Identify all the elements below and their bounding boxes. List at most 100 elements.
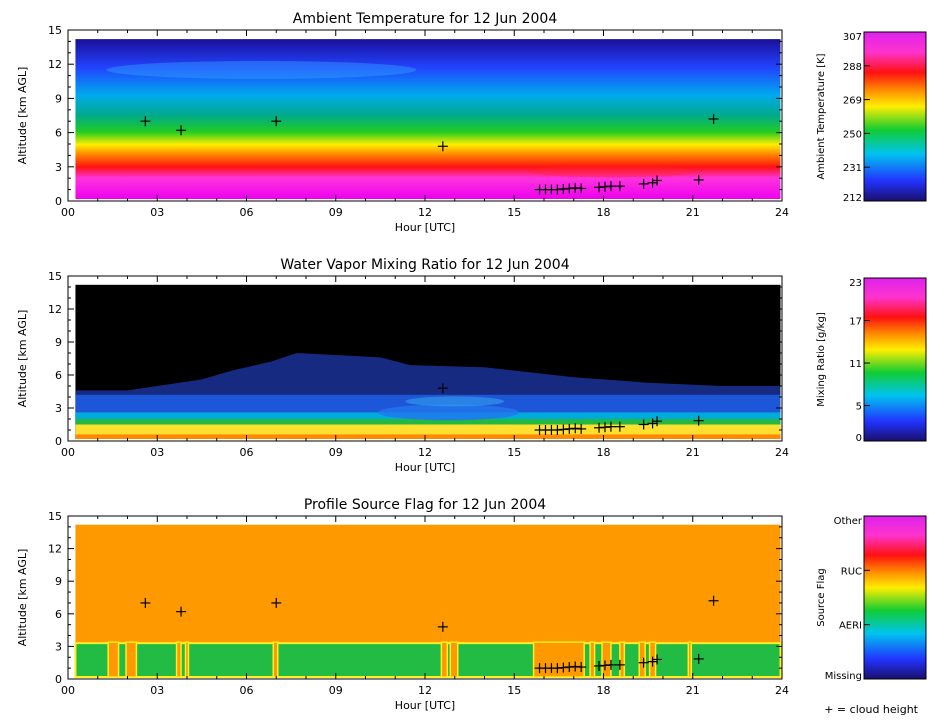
colorbar-frame [863,31,927,202]
y-axis-label: Altitude [km AGL] [16,310,29,408]
warm-band-highlight [106,60,417,79]
x-tick-label: 03 [150,206,164,219]
y-tick-label: 3 [55,161,62,174]
x-tick-label: 18 [597,206,611,219]
cloud-height-marker [437,621,448,632]
surface-warm-patch [527,165,698,178]
cloud-height-marker [576,423,587,434]
colorbar: Missing AERI RUC Other Source Flag [816,515,927,682]
y-tick-label: 15 [48,24,62,37]
cloud-height-marker [271,116,282,127]
y-tick-label: 12 [48,543,62,556]
cloud-height-marker [647,177,658,188]
x-tick-label: 03 [150,446,164,459]
chart-title: Water Vapor Mixing Ratio for 12 Jun 2004 [280,257,569,273]
y-tick-label: 12 [48,58,62,71]
cloud-height-marker [437,141,448,152]
chart-title: Profile Source Flag for 12 Jun 2004 [304,497,546,513]
flag-gap [589,641,596,678]
heatmap-field [74,524,782,679]
colorbar-tick-label: AERI [839,621,862,632]
colorbar-tick-label: 250 [843,129,862,140]
x-tick-label: 24 [775,206,789,219]
cloud-height-marker [614,181,625,192]
flag-gap [440,641,449,678]
colorbar-tick-label: RUC [841,566,862,577]
x-tick-label: 12 [418,684,432,697]
flag-aerh-region [74,642,782,679]
colorbar-gradient [864,32,926,201]
colorbar-tick-label: 0 [856,433,862,444]
cloud-height-marker [605,421,616,432]
colorbar-tick-label: 17 [849,317,862,328]
x-tick-label: 12 [418,206,432,219]
x-tick-label: 24 [775,446,789,459]
x-axis-label: Hour [UTC] [395,699,455,712]
cloud-height-marker [652,175,663,186]
x-tick-label: 18 [597,446,611,459]
x-tick-label: 09 [329,446,343,459]
flag-gap [449,641,459,678]
cloud-height-marker [140,597,151,608]
x-tick-label: 06 [240,206,254,219]
cloud-height-marker [647,656,658,667]
colorbar-tick-label: Other [834,516,863,527]
midday-mix-patch [405,396,505,407]
colorbar-gradient [864,516,926,679]
cloud-height-marker [605,659,616,670]
y-tick-label: 0 [55,673,62,686]
flag-gap [638,641,646,678]
x-tick-label: 00 [61,446,75,459]
cloud-height-marker [652,654,663,665]
flag-gap [175,641,182,678]
x-axis-label: Hour [UTC] [395,461,455,474]
y-tick-label: 3 [55,402,62,415]
y-tick-label: 3 [55,640,62,653]
x-tick-label: 21 [686,684,700,697]
colorbar-label: Mixing Ratio [g/kg] [816,312,827,407]
cloud-height-marker [176,125,187,136]
y-tick-label: 15 [48,270,62,283]
x-axis-label: Hour [UTC] [395,221,455,234]
flag-gap [107,641,120,678]
x-tick-label: 09 [329,206,343,219]
y-tick-label: 6 [55,608,62,621]
cloud-height-marker [693,653,704,664]
cloud-height-marker [605,181,616,192]
y-tick-label: 9 [55,336,62,349]
x-tick-label: 06 [240,684,254,697]
cloud-height-marker [693,174,704,185]
cloud-height-marker [614,659,625,670]
heatmap-field [75,39,781,200]
y-tick-label: 9 [55,92,62,105]
cloud-height-marker [437,383,448,394]
colorbar-tick-label: 23 [849,278,862,289]
colorbar: 212 231 250 269 288 307 Ambient Temperature [K… [816,31,927,204]
x-tick-label: 15 [507,684,521,697]
colorbar-frame [863,515,927,680]
colorbar-frame [863,277,927,442]
y-tick-label: 0 [55,195,62,208]
cloud-height-marker [638,178,649,189]
cloud-height-marker [271,597,282,608]
flag-gap [272,641,279,678]
y-axis-label: Altitude [km AGL] [16,549,29,647]
cloud-height-legend: + = cloud height [824,703,918,716]
colorbar-label: Source Flag [816,568,827,627]
x-tick-label: 09 [329,684,343,697]
cloud-height-marker [176,606,187,617]
x-tick-label: 15 [507,446,521,459]
cloud-height-marker [638,657,649,668]
flag-gap [601,641,612,678]
cloud-height-marker [652,416,663,427]
colorbar-tick-label: Missing [825,671,862,682]
colorbar-tick-label: 269 [843,96,862,107]
colorbar-tick-label: 231 [843,163,862,174]
y-axis-label: Altitude [km AGL] [16,67,29,165]
heatmap-field [75,284,781,439]
y-tick-label: 15 [48,510,62,523]
x-tick-label: 15 [507,206,521,219]
